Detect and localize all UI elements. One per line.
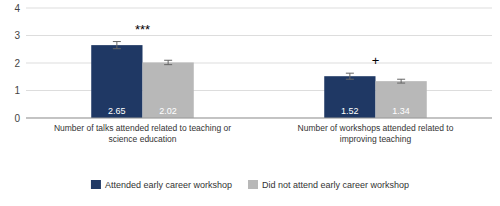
data-label: 1.34 <box>392 106 410 116</box>
y-tick-label: 1 <box>14 85 20 96</box>
error-stem <box>349 73 350 79</box>
error-cap <box>164 60 172 61</box>
y-tick-label: 3 <box>14 30 20 41</box>
legend: Attended early career workshop Did not at… <box>91 180 409 190</box>
bar <box>376 81 427 118</box>
x-tick-label: Number of talks attended related to teac… <box>54 123 231 144</box>
legend-label: Did not attend early career workshop <box>262 180 409 190</box>
bar <box>143 62 194 118</box>
x-tick-label-line: Number of talks attended related to teac… <box>54 123 231 133</box>
y-grid <box>26 8 492 118</box>
annotation: *** <box>135 22 150 37</box>
bar <box>324 76 375 118</box>
x-tick-label-line: Number of workshops attended related to <box>298 123 454 133</box>
bars <box>91 42 427 118</box>
error-cap <box>113 48 121 49</box>
chart-svg: 0 1 2 3 4 2.65 2.02 1.52 1.34 *** + Number of talks… <box>0 0 500 206</box>
x-tick-label-line: improving teaching <box>340 134 412 144</box>
error-cap <box>397 83 405 84</box>
error-bar <box>164 60 172 64</box>
data-label: 1.52 <box>341 106 359 116</box>
error-cap <box>113 41 121 42</box>
bar <box>91 45 142 118</box>
error-bar <box>346 73 354 79</box>
x-axis-line <box>26 118 492 119</box>
y-tick-label: 0 <box>14 113 20 124</box>
legend-label: Attended early career workshop <box>105 180 232 190</box>
legend-item: Attended early career workshop <box>91 180 232 190</box>
error-stem <box>401 79 402 83</box>
grid-line <box>26 8 492 9</box>
x-tick-label-line: science education <box>108 134 176 144</box>
grid-line <box>26 118 492 119</box>
legend-swatch <box>248 180 258 189</box>
data-label: 2.02 <box>159 106 177 116</box>
legend-item: Did not attend early career workshop <box>248 180 409 190</box>
grid-line <box>26 35 492 36</box>
error-cap <box>397 79 405 80</box>
error-cap <box>164 64 172 65</box>
y-tick-label: 4 <box>14 3 20 14</box>
x-tick-label: Number of workshops attended related toi… <box>298 123 454 144</box>
error-cap <box>346 73 354 74</box>
legend-swatch <box>91 180 101 189</box>
error-stem <box>168 60 169 64</box>
annotation: + <box>372 53 380 68</box>
error-stem <box>116 42 117 49</box>
chart-container: 0 1 2 3 4 2.65 2.02 1.52 1.34 *** + Number of talks… <box>0 0 500 206</box>
error-bar <box>113 42 121 49</box>
error-cap <box>346 79 354 80</box>
data-label: 2.65 <box>108 106 126 116</box>
y-tick-label: 2 <box>14 58 20 69</box>
error-bar <box>397 79 405 83</box>
data-labels: 2.65 2.02 1.52 1.34 <box>108 106 410 116</box>
